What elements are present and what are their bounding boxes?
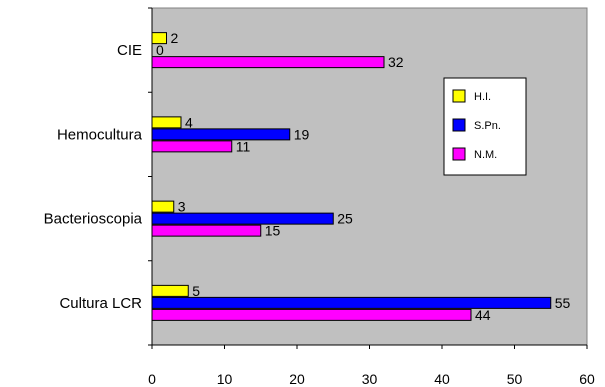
x-tick-label: 40: [434, 371, 450, 387]
category-label: CIE: [117, 42, 142, 59]
data-label: 25: [337, 211, 353, 227]
category-label: Cultura LCR: [59, 295, 142, 312]
x-tick-label: 0: [148, 371, 156, 387]
bar: [151, 128, 291, 141]
bar: [151, 296, 552, 309]
bar: [151, 140, 233, 153]
data-label: 44: [475, 307, 491, 323]
legend-swatch: [452, 89, 466, 103]
data-label: 32: [388, 54, 404, 70]
legend: H.I. S.Pn. N.M.: [443, 77, 527, 176]
x-tick-label: 60: [579, 371, 595, 387]
bar: [151, 200, 175, 213]
y-axis: Cultura LCR Bacterioscopia Hemocultura CIE: [44, 7, 153, 346]
bars: [151, 32, 552, 321]
data-label: 4: [185, 114, 193, 130]
data-label: 15: [265, 223, 281, 239]
bar: [151, 284, 189, 297]
data-label: 0: [156, 42, 164, 58]
legend-swatch: [452, 118, 466, 132]
bar: [151, 308, 472, 321]
data-label: 11: [236, 138, 251, 154]
category-label: Bacterioscopia: [44, 211, 143, 228]
data-label: 19: [294, 126, 310, 142]
x-tick-label: 10: [217, 371, 233, 387]
bar: [151, 32, 167, 45]
legend-swatch: [452, 147, 466, 161]
x-tick-label: 50: [507, 371, 523, 387]
bar: [151, 224, 262, 237]
data-label: 2: [171, 30, 179, 46]
bar: [151, 212, 334, 225]
bar: [151, 56, 385, 69]
category-label: Hemocultura: [57, 126, 143, 143]
legend-label: S.Pn.: [474, 120, 501, 132]
data-label: 55: [555, 295, 571, 311]
legend-label: H.I.: [474, 91, 491, 103]
x-tick-label: 30: [362, 371, 378, 387]
data-label: 3: [178, 199, 186, 215]
data-label: 5: [192, 283, 200, 299]
x-tick-label: 20: [289, 371, 305, 387]
legend-label: N.M.: [474, 149, 497, 161]
x-axis: 0 10 20 30 40 50 60: [148, 344, 595, 387]
bar: [151, 116, 182, 129]
